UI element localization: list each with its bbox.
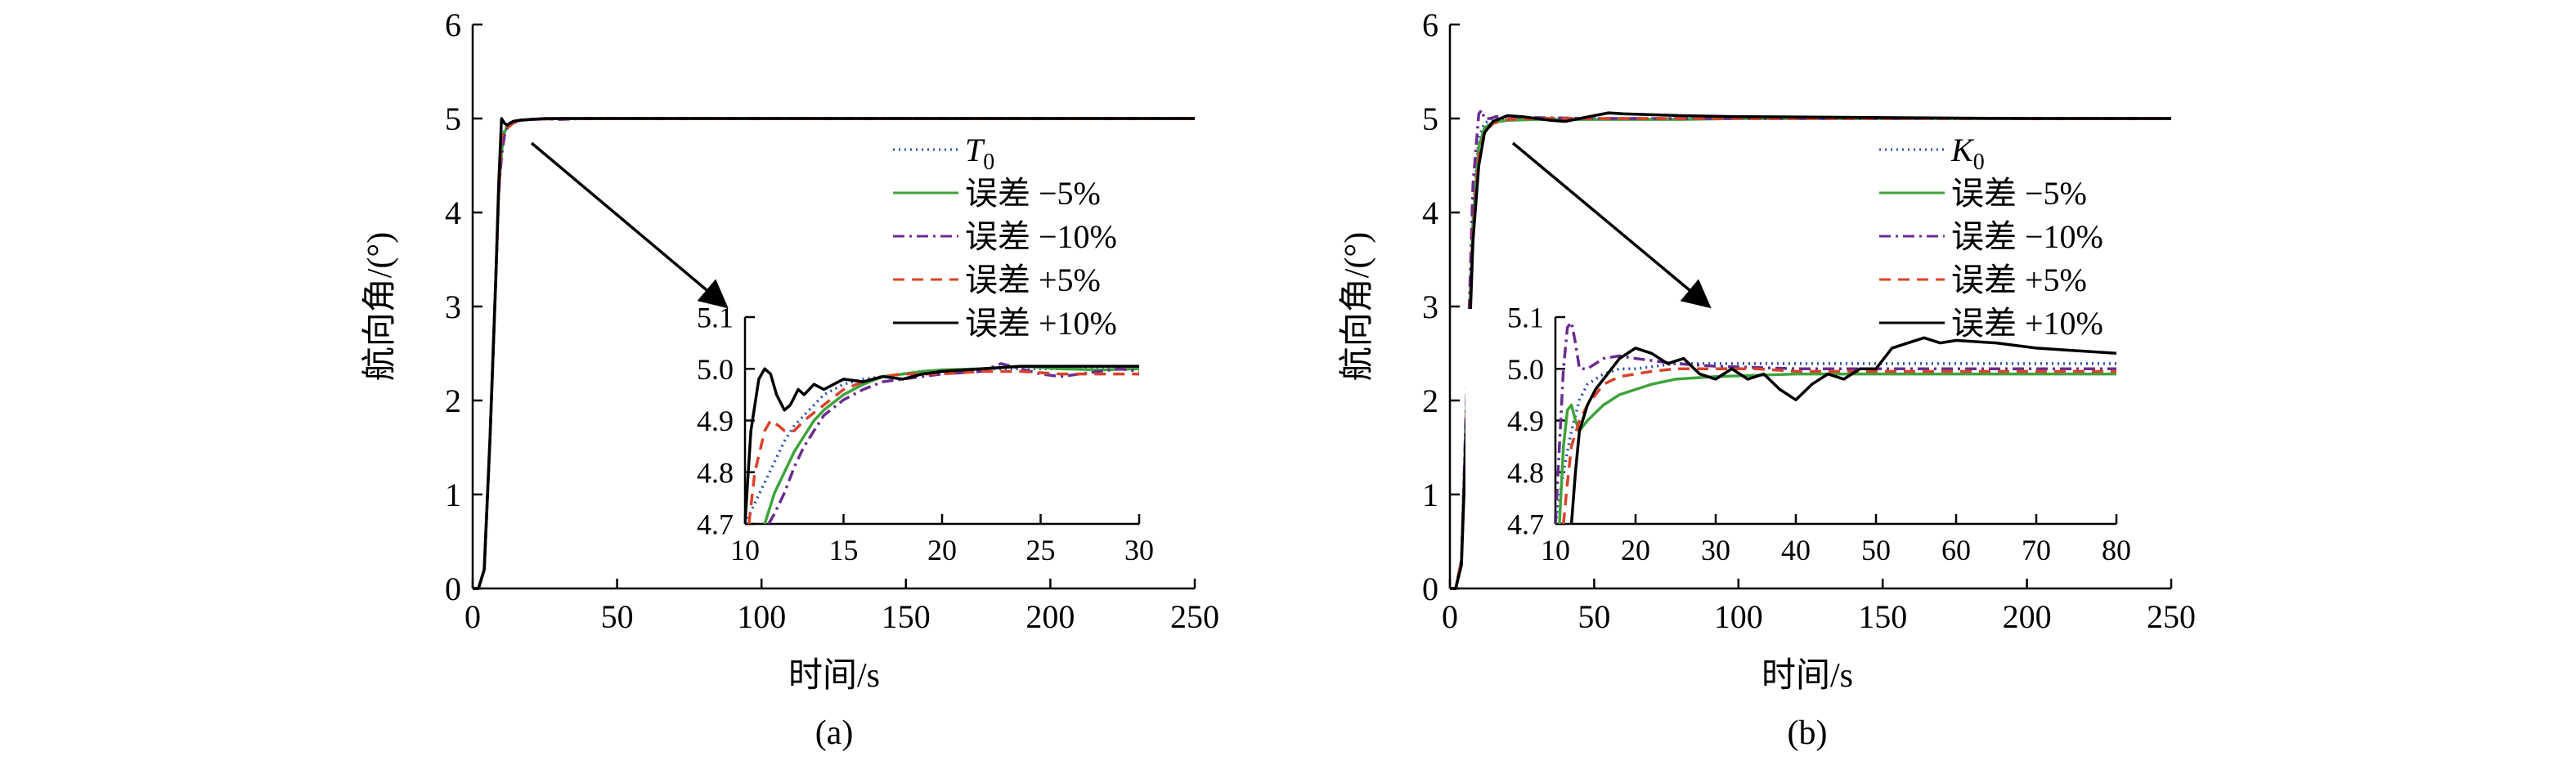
main-x-tick-label: 50 <box>1577 598 1610 635</box>
inset-y-tick-label: 4.8 <box>1507 456 1544 489</box>
legend-subscript: 0 <box>983 150 994 175</box>
y-axis-label: 航向角/(°) <box>361 232 399 381</box>
legend-label-1: 误差 −5% <box>1951 175 2087 212</box>
chart-panel-b: 0 50 100 150 200 250 0 1 2 3 4 5 6 10 20 30 40 50 60 70 80 4.… <box>1338 7 2196 752</box>
main-y-tick-label: 4 <box>445 195 461 231</box>
legend-label-4: 误差 +10% <box>965 305 1117 342</box>
panel-caption: (b) <box>1788 714 1828 752</box>
series-line-4 <box>1450 111 2171 590</box>
main-y-tick-label: 6 <box>445 7 461 43</box>
main-y-tick-label: 5 <box>1422 101 1438 137</box>
inset-x-tick-label: 10 <box>1541 534 1570 566</box>
main-y-tick-label: 4 <box>1422 195 1438 231</box>
x-axis-label: 时间/s <box>788 657 880 695</box>
inset-series-line-4 <box>1569 336 2116 524</box>
legend-subscript: 0 <box>1973 150 1985 175</box>
inset-x-tick-label: 70 <box>2022 534 2051 566</box>
zoom-arrow <box>1511 141 1712 309</box>
main-x-tick-label: 100 <box>737 598 786 635</box>
legend-label-3: 误差 +5% <box>965 262 1101 298</box>
main-y-tick-label: 5 <box>445 101 461 137</box>
main-x-tick-label: 50 <box>601 598 634 635</box>
zoom-arrow <box>530 141 729 309</box>
inset-series-line-4 <box>745 365 1139 524</box>
inset-x-tick-label: 15 <box>829 534 859 566</box>
main-x-tick-label: 150 <box>882 598 931 635</box>
main-y-tick-label: 1 <box>1422 476 1438 513</box>
main-y-tick-label: 1 <box>445 476 461 513</box>
inset-background <box>1465 309 2129 573</box>
inset-x-tick-label: 30 <box>1124 534 1154 566</box>
inset-y-tick-label: 4.9 <box>1507 405 1544 437</box>
legend-label-2: 误差 −10% <box>1951 218 2103 255</box>
legend-label-4: 误差 +10% <box>1951 305 2103 342</box>
main-x-tick-label: 150 <box>1858 598 1907 635</box>
main-y-tick-label: 3 <box>1422 289 1438 325</box>
main-y-tick-label: 2 <box>1422 382 1438 419</box>
main-x-tick-label: 100 <box>1714 598 1763 635</box>
legend-label-3: 误差 +5% <box>1951 262 2087 298</box>
inset-y-tick-label: 5.0 <box>697 353 734 386</box>
inset-series-line-3 <box>1562 367 2116 524</box>
main-x-tick-label: 200 <box>1025 598 1075 635</box>
inset-series-line-0 <box>1555 362 2116 524</box>
main-y-tick-label: 3 <box>445 289 461 325</box>
x-axis-label: 时间/s <box>1761 657 1853 695</box>
main-x-tick-label: 0 <box>1442 598 1458 635</box>
main-y-tick-label: 6 <box>1422 7 1438 43</box>
main-x-tick-label: 0 <box>464 598 481 635</box>
inset-x-tick-label: 20 <box>1621 534 1650 566</box>
main-y-tick-label: 0 <box>1422 570 1438 607</box>
legend-label-0: T0 <box>965 132 994 175</box>
inset-x-tick-label: 40 <box>1781 534 1811 566</box>
inset-series-line-0 <box>745 367 1139 524</box>
inset-y-tick-label: 5.1 <box>1507 302 1544 334</box>
inset-y-tick-label: 5.1 <box>697 302 734 334</box>
inset-plot-area <box>1555 320 2116 524</box>
legend-label-2: 误差 −10% <box>965 218 1117 255</box>
inset-background <box>655 309 1151 573</box>
inset-series-line-1 <box>1558 372 2116 524</box>
inset-x-tick-label: 30 <box>1701 534 1730 566</box>
inset-y-tick-label: 4.7 <box>697 508 734 541</box>
inset-x-tick-label: 60 <box>1941 534 1971 566</box>
inset-x-tick-label: 25 <box>1026 534 1056 566</box>
inset-series-line-3 <box>747 369 1139 524</box>
inset-x-tick-label: 20 <box>927 534 957 566</box>
legend-label-0: K0 <box>1950 132 1985 175</box>
inset-y-tick-label: 4.7 <box>1507 508 1544 541</box>
main-x-tick-label: 250 <box>1170 598 1219 635</box>
y-axis-label: 航向角/(°) <box>1338 232 1376 381</box>
main-y-tick-label: 0 <box>445 570 461 607</box>
inset-y-tick-label: 4.8 <box>697 456 734 489</box>
main-x-tick-label: 200 <box>2003 598 2052 635</box>
inset-x-tick-label: 50 <box>1861 534 1891 566</box>
chart-panel-a: 0 50 100 150 200 250 0 1 2 3 4 5 6 10 15 20 25 30 4.7 4.8 4.… <box>361 7 1219 752</box>
inset-x-tick-label: 80 <box>2102 534 2131 566</box>
panel-caption: (a) <box>815 714 854 752</box>
legend-label-1: 误差 −5% <box>965 175 1101 212</box>
series-line-4 <box>473 117 1195 590</box>
inset-plot-area <box>745 362 1139 524</box>
inset-y-tick-label: 5.0 <box>1507 353 1544 386</box>
inset-y-tick-label: 4.9 <box>697 405 734 437</box>
main-x-tick-label: 250 <box>2147 598 2196 635</box>
main-y-tick-label: 2 <box>445 382 461 419</box>
inset-x-tick-label: 10 <box>730 534 760 566</box>
